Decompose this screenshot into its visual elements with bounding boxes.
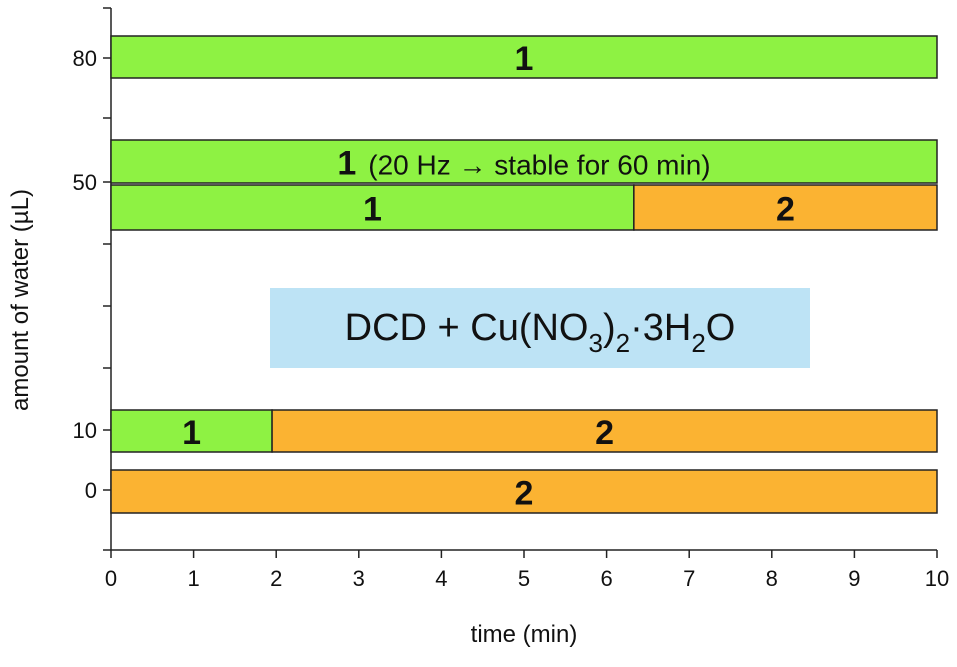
segment-number: 1 [515, 40, 534, 78]
segment [110, 469, 938, 514]
segment [110, 139, 938, 184]
segment-number: 1 [363, 191, 382, 229]
x-tick-label: 4 [435, 566, 447, 591]
segment [633, 184, 938, 231]
segment-label: 2 [595, 414, 614, 452]
x-tick-label: 3 [353, 566, 365, 591]
segment-number: 2 [515, 475, 534, 513]
x-tick-label: 6 [600, 566, 612, 591]
segment-number: 2 [776, 191, 795, 229]
segment-number: 1 [337, 145, 356, 183]
segment-label: 2 [515, 475, 534, 513]
segment-label: 1 (20 Hz → stable for 60 min) [337, 145, 710, 183]
segment [110, 184, 635, 231]
segment-label: 1 [363, 191, 382, 229]
annotation-box [270, 288, 810, 368]
segment [110, 409, 273, 453]
annotation-part: O [706, 307, 736, 349]
segment [110, 35, 938, 79]
annotation-part: ·3H [630, 307, 691, 349]
x-tick-label: 2 [270, 566, 282, 591]
annotation-part: 3 [589, 328, 603, 358]
y-axis-label: amount of water (µL) [7, 189, 34, 411]
annotation-part: ) [603, 307, 616, 349]
x-tick-label: 8 [766, 566, 778, 591]
annotation-part: DCD + Cu(NO [345, 307, 589, 349]
x-tick-label: 7 [683, 566, 695, 591]
segment-label: 1 [182, 414, 201, 452]
segment [271, 409, 938, 453]
x-tick-label: 10 [925, 566, 949, 591]
annotation: DCD + Cu(NO3)2·3H2O [345, 307, 736, 358]
y-tick-label: 10 [73, 418, 97, 443]
y-tick-label: 50 [73, 170, 97, 195]
x-tick-label: 0 [105, 566, 117, 591]
x-tick-label: 1 [187, 566, 199, 591]
x-tick-label: 9 [848, 566, 860, 591]
annotation-part: 2 [691, 328, 705, 358]
segment-note: (20 Hz → stable for 60 min) [368, 150, 710, 181]
y-tick-label: 80 [73, 46, 97, 71]
segment-number: 2 [595, 414, 614, 452]
x-tick-label: 5 [518, 566, 530, 591]
annotation-part: 2 [616, 328, 630, 358]
segment-label: 2 [776, 191, 795, 229]
y-tick-label: 0 [85, 478, 97, 503]
segment-label: 1 [515, 40, 534, 78]
segment-number: 1 [182, 414, 201, 452]
x-axis-label: time (min) [471, 621, 578, 648]
